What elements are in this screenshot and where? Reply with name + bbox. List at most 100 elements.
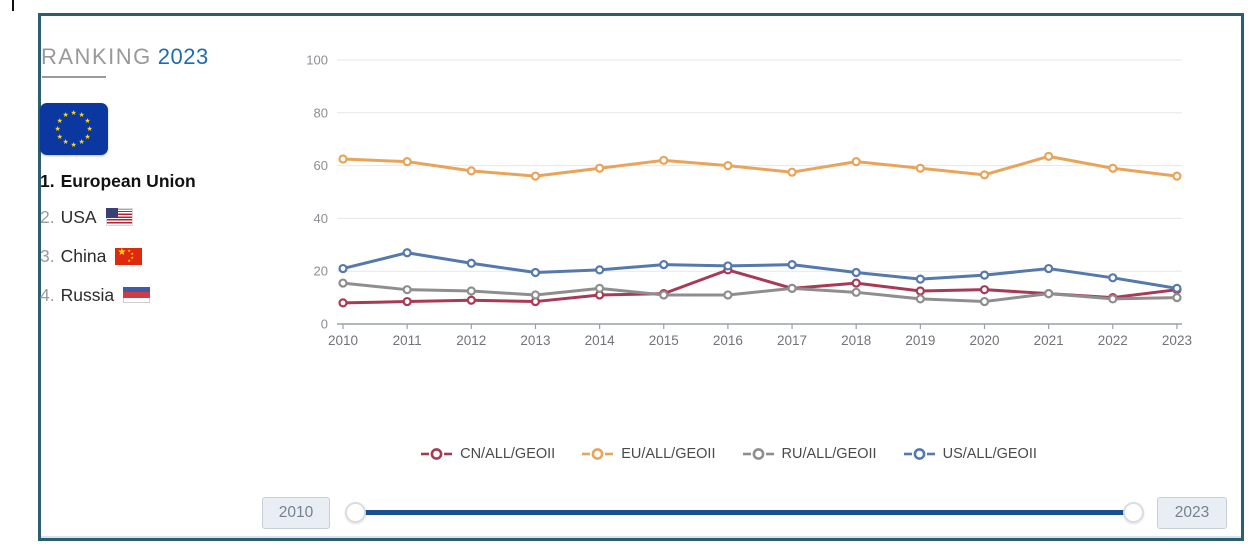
legend-marker-icon — [903, 448, 935, 460]
y-axis-tick-label: 20 — [314, 264, 328, 279]
slider-handle-left[interactable] — [345, 502, 366, 523]
x-axis-tick-label: 2012 — [456, 333, 486, 348]
legend-marker-icon — [421, 448, 453, 460]
rank-number: 1. — [40, 170, 55, 191]
x-axis-tick-label: 2017 — [777, 333, 807, 348]
data-point — [402, 157, 412, 167]
ranking-title-label: RANKING — [41, 44, 152, 69]
x-axis-tick-label: 2022 — [1098, 333, 1128, 348]
x-axis-tick-label: 2014 — [585, 333, 616, 348]
data-point — [338, 263, 348, 274]
data-point — [595, 163, 605, 173]
ranking-item-china[interactable]: 3. China ★ ★ ★ ★ ★ — [40, 243, 143, 269]
data-point — [466, 166, 476, 176]
x-axis-tick-label: 2018 — [841, 333, 871, 348]
data-point — [723, 261, 733, 271]
x-axis-tick-label: 2016 — [713, 333, 743, 348]
legend-item-us-all-geoii[interactable]: US/ALL/GEOII — [903, 446, 1037, 462]
eu-flag-icon: ★ ★ ★ ★ ★ ★ ★ ★ ★ ★ ★ ★ — [40, 103, 108, 155]
us-flag-icon — [105, 208, 133, 226]
data-point — [915, 274, 925, 284]
x-axis-tick-label: 2020 — [969, 333, 999, 348]
series-line-ru-all-geoii — [341, 281, 1179, 304]
series-line-eu-all-geoii — [341, 154, 1179, 178]
data-point — [1044, 263, 1054, 274]
data-point — [338, 154, 348, 164]
data-point — [1108, 294, 1118, 304]
country-name: European Union — [60, 170, 196, 191]
data-point — [659, 260, 669, 270]
legend-item-cn-all-geoii[interactable]: CN/ALL/GEOII — [421, 446, 555, 462]
rank-number: 2. — [40, 206, 55, 227]
series-line-us-all-geoii — [341, 251, 1179, 290]
title-underline — [42, 76, 106, 78]
ranking-title-year: 2023 — [157, 44, 209, 69]
eu-star-icon: ★ — [56, 133, 63, 141]
country-name: China — [60, 245, 107, 266]
data-point — [915, 294, 925, 304]
cursor-artifact — [12, 0, 14, 11]
eu-star-icon: ★ — [70, 109, 77, 117]
widget-panel — [38, 13, 1244, 541]
data-point — [530, 171, 541, 181]
eu-star-icon: ★ — [84, 133, 91, 141]
data-point — [915, 286, 925, 296]
line-chart: 0 20 40 60 80 100 2010 2011 2012 2013 2014 2015 2016… — [300, 46, 1200, 356]
data-point — [595, 265, 605, 275]
ranking-item-usa[interactable]: 2. USA — [40, 204, 133, 230]
footer-divider — [41, 536, 1241, 538]
data-point — [402, 248, 412, 258]
x-axis-tick-label: 2019 — [905, 333, 935, 348]
eu-star-icon: ★ — [54, 125, 61, 133]
data-point — [530, 290, 541, 300]
legend-item-eu-all-geoii[interactable]: EU/ALL/GEOII — [582, 446, 716, 462]
chart-canvas: 0 20 40 60 80 100 2010 2011 2012 2013 2014 2015 2016… — [306, 53, 1192, 349]
legend-marker-icon — [582, 448, 614, 460]
x-axis-tick-label: 2023 — [1162, 333, 1192, 348]
data-point — [979, 170, 990, 180]
data-point — [787, 283, 797, 293]
eu-star-icon: ★ — [86, 125, 93, 133]
data-point — [1172, 293, 1182, 303]
y-axis-tick-label: 100 — [306, 53, 328, 68]
data-point — [1172, 171, 1182, 181]
slider-handle-right[interactable] — [1123, 502, 1144, 523]
rank-number: 4. — [40, 284, 55, 305]
legend-marker-icon — [742, 448, 774, 460]
ranking-item-european-union[interactable]: 1. European Union — [40, 168, 196, 194]
eu-star-icon: ★ — [62, 111, 69, 119]
slider-min-label[interactable]: 2010 — [262, 497, 330, 529]
data-point — [402, 296, 412, 307]
ranking-item-russia[interactable]: 4. Russia — [40, 282, 151, 308]
eu-star-icon: ★ — [62, 139, 69, 147]
eu-star-icon: ★ — [56, 117, 63, 125]
data-point — [1108, 163, 1118, 173]
x-axis-tick-label: 2013 — [520, 333, 550, 348]
data-point — [659, 155, 669, 165]
data-point — [851, 278, 861, 288]
page-title: RANKING 2023 — [41, 44, 209, 70]
data-point — [466, 286, 476, 296]
data-point — [979, 270, 990, 280]
eu-star-icon: ★ — [78, 139, 85, 147]
data-point — [787, 260, 797, 270]
data-point — [338, 278, 348, 288]
x-axis-tick-label: 2010 — [328, 333, 358, 348]
slider-track[interactable] — [356, 510, 1134, 515]
slider-max-label[interactable]: 2023 — [1157, 497, 1227, 529]
data-point — [1044, 289, 1054, 299]
series-line-cn-all-geoii — [341, 268, 1179, 305]
ru-flag-icon — [123, 287, 151, 303]
data-point — [1108, 273, 1118, 283]
x-axis-tick-label: 2015 — [649, 333, 679, 348]
data-point — [723, 290, 733, 300]
data-point — [1172, 283, 1182, 293]
data-point — [787, 167, 797, 177]
data-point — [1044, 151, 1054, 161]
data-point — [466, 258, 476, 268]
legend-label: RU/ALL/GEOII — [781, 446, 877, 462]
y-axis-tick-label: 0 — [321, 317, 328, 332]
legend-item-ru-all-geoii[interactable]: RU/ALL/GEOII — [742, 446, 877, 462]
data-point — [979, 285, 990, 295]
legend-label: EU/ALL/GEOII — [621, 446, 716, 462]
